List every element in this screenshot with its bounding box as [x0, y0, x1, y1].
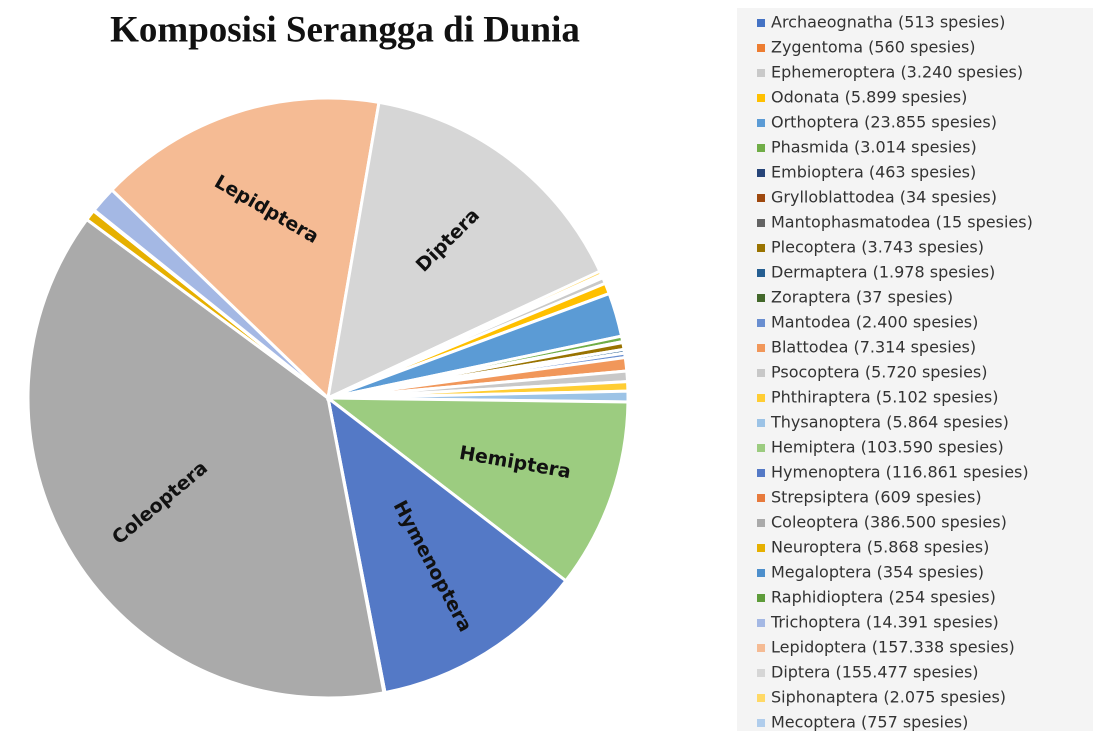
legend-swatch: [757, 669, 765, 677]
legend-swatch: [757, 294, 765, 302]
legend-label: Zygentoma (560 spesies): [771, 38, 976, 57]
legend-label: Mantodea (2.400 spesies): [771, 313, 978, 332]
chart-title: Komposisi Serangga di Dunia: [110, 9, 580, 50]
legend-label: Megaloptera (354 spesies): [771, 563, 984, 582]
legend-swatch: [757, 169, 765, 177]
legend-swatch: [757, 619, 765, 627]
legend-label: Psocoptera (5.720 spesies): [771, 363, 988, 382]
legend-label: Odonata (5.899 spesies): [771, 88, 967, 107]
pie-slice: [325, 394, 568, 695]
legend-swatch: [757, 544, 765, 552]
legend-label: Dermaptera (1.978 spesies): [771, 263, 995, 282]
legend-label: Phasmida (3.014 spesies): [771, 138, 977, 157]
legend-label: Hymenoptera (116.861 spesies): [771, 463, 1029, 482]
legend-swatch: [757, 394, 765, 402]
legend-label: Blattodea (7.314 spesies): [771, 338, 976, 357]
legend-box: [737, 8, 1093, 731]
legend-swatch: [757, 319, 765, 327]
pie-slice: [323, 396, 630, 583]
legend-swatch: [757, 519, 765, 527]
pie-slice: [327, 272, 605, 400]
legend-swatch: [757, 644, 765, 652]
legend-swatch: [757, 119, 765, 127]
legend-label: Orthoptera (23.855 spesies): [771, 113, 997, 132]
legend-label: Zoraptera (37 spesies): [771, 288, 953, 307]
legend-label: Mecoptera (757 spesies): [771, 713, 968, 732]
legend-swatch: [757, 219, 765, 227]
legend-swatch: [757, 194, 765, 202]
legend-swatch: [757, 594, 765, 602]
legend-label: Mantophasmatodea (15 spesies): [771, 213, 1033, 232]
legend-label: Neuroptera (5.868 spesies): [771, 538, 989, 557]
legend-swatch: [757, 444, 765, 452]
legend-swatch: [757, 94, 765, 102]
legend-swatch: [757, 44, 765, 52]
legend-label: Diptera (155.477 spesies): [771, 663, 979, 682]
legend-swatch: [757, 144, 765, 152]
legend-swatch: [757, 269, 765, 277]
legend-swatch: [757, 469, 765, 477]
legend-swatch: [757, 19, 765, 27]
legend-swatch: [757, 419, 765, 427]
legend-swatch: [757, 369, 765, 377]
pie-slice: [109, 96, 381, 402]
legend-swatch: [757, 694, 765, 702]
legend-label: Grylloblattodea (34 spesies): [771, 188, 997, 207]
legend-label: Trichoptera (14.391 spesies): [770, 613, 999, 632]
legend-label: Lepidoptera (157.338 spesies): [771, 638, 1015, 657]
legend-label: Raphidioptera (254 spesies): [771, 588, 996, 607]
legend-swatch: [757, 244, 765, 252]
legend-label: Strepsiptera (609 spesies): [771, 488, 982, 507]
legend-label: Embioptera (463 spesies): [771, 163, 976, 182]
pie-slice: [326, 100, 602, 401]
pie-slice: [26, 217, 386, 700]
legend-swatch: [757, 494, 765, 502]
legend-swatch: [757, 69, 765, 77]
legend-label: Phthiraptera (5.102 spesies): [771, 388, 998, 407]
legend-swatch: [757, 719, 765, 727]
legend-label: Hemiptera (103.590 spesies): [771, 438, 1004, 457]
legend-swatch: [757, 344, 765, 352]
legend-swatch: [757, 569, 765, 577]
legend-label: Archaeognatha (513 spesies): [771, 13, 1005, 32]
legend-label: Coleoptera (386.500 spesies): [771, 513, 1007, 532]
legend-label: Ephemeroptera (3.240 spesies): [771, 63, 1023, 82]
legend-label: Thysanoptera (5.864 spesies): [770, 413, 1009, 432]
legend-label: Siphonaptera (2.075 spesies): [771, 688, 1006, 707]
legend-label: Plecoptera (3.743 spesies): [771, 238, 984, 257]
